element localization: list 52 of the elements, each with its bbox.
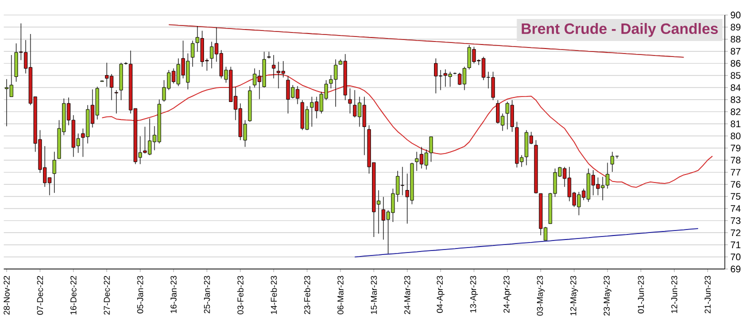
y-tick-label: 84 (730, 84, 741, 91)
y-tick-label: 71 (730, 242, 740, 248)
x-tick-label: 14-Feb-23 (270, 276, 277, 314)
candlestick (610, 151, 614, 172)
y-tick-label: 72 (730, 229, 740, 236)
candlestick (190, 40, 194, 68)
y-tick-label: 89 (730, 24, 740, 30)
x-tick-label: 03-May-23 (536, 276, 545, 316)
x-tick-label: 24-Mar-23 (404, 276, 410, 314)
y-tick-label: 75 (730, 193, 740, 200)
candlestick (267, 51, 271, 59)
x-tick-label: 06-Mar-23 (337, 276, 344, 314)
y-tick-label: 90 (730, 12, 740, 18)
y-tick-label: 85 (730, 72, 740, 79)
x-tick-label: 07-Dec-22 (37, 276, 44, 315)
x-tick-label: 23-Feb-23 (304, 276, 310, 314)
x-tick-label: 16-Dec-22 (70, 276, 76, 314)
x-tick-label: 27-Dec-22 (104, 276, 110, 315)
x-tick-label: 24-Apr-23 (504, 276, 512, 313)
text: Brent Crude - Daily Candles (522, 23, 718, 37)
y-tick-label: 82 (730, 108, 740, 116)
x-tick-label: 12-Jun-23 (671, 276, 678, 314)
y-tick-label: 87 (730, 48, 740, 55)
y-tick-label: 81 (730, 120, 740, 128)
y-tick-label: 88 (730, 36, 740, 43)
candlestick (272, 54, 276, 79)
x-tick-label: 28-Nov-22 (4, 276, 10, 315)
candlestick (52, 151, 56, 194)
x-tick-label: 04-Apr-23 (436, 276, 444, 313)
x-tick-label: 16-Jan-23 (170, 276, 177, 314)
y-tick-label: 86 (730, 60, 740, 67)
y-tick-label: 77 (730, 168, 740, 176)
x-tick-label: 21-Jun-23 (704, 276, 711, 314)
x-tick-label: 25-Jan-23 (204, 276, 210, 314)
y-tick-label: 80 (730, 132, 740, 140)
y-tick-label: 69 (730, 266, 740, 272)
y-tick-label: 79 (730, 144, 740, 152)
y-tick-label: 78 (730, 156, 740, 164)
x-tick-label: 13-Apr-23 (470, 276, 478, 313)
y-tick-label: 83 (730, 96, 740, 104)
candlestick (348, 88, 352, 114)
x-tick-label: 12-May-23 (570, 276, 578, 316)
x-tick-label: 23-May-23 (604, 276, 612, 316)
x-tick-label: 15-Mar-23 (370, 276, 377, 314)
y-tick-label: 76 (730, 180, 740, 188)
candlestick (114, 90, 118, 114)
y-tick-label: 70 (730, 254, 740, 260)
x-tick-label: 01-Jun-23 (638, 276, 644, 314)
x-tick-label: 05-Jan-23 (137, 276, 144, 314)
y-tick-label: 74 (730, 205, 741, 212)
y-tick-label: 73 (730, 217, 740, 224)
x-tick-label: 03-Feb-23 (237, 276, 244, 314)
